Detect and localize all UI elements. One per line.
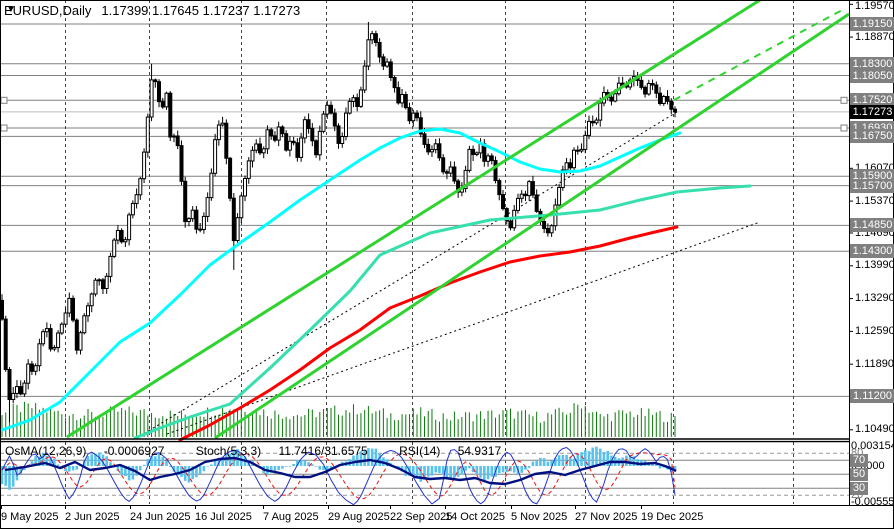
indicator-window-label: OsMA(12,26,9) -0.0006927 Stoch(5,3,3) 11… xyxy=(5,444,529,458)
trendline-channel-lower[interactable] xyxy=(214,12,850,440)
current-price-badge: 1.17273 xyxy=(850,104,894,119)
rsi-name: RSI(14) xyxy=(399,444,441,458)
price-tick-label: 1.19570 xyxy=(855,0,894,12)
stoch-value: 11.7416/31.6575 xyxy=(278,444,368,458)
date-label: 9 May 2025 xyxy=(1,511,59,523)
date-label: 7 Aug 2025 xyxy=(263,511,319,523)
rsi-value: 54.9317 xyxy=(457,444,502,458)
ma-mid-aquamarine[interactable] xyxy=(133,184,752,440)
stoch-k-line[interactable] xyxy=(1,446,676,505)
date-label: 16 Jul 2025 xyxy=(195,511,252,523)
date-label: 27 Nov 2025 xyxy=(575,511,638,523)
osc-level-badge: 50 xyxy=(850,467,868,481)
price-level-badge: 1.17520 xyxy=(850,93,894,108)
price-level-badge: 1.19150 xyxy=(850,17,894,31)
date-label: 22 Sep 2025 xyxy=(390,511,453,523)
date-label: 24 Jun 2025 xyxy=(130,511,191,523)
rsi-line[interactable] xyxy=(4,456,677,486)
trendline-internal-1[interactable] xyxy=(139,111,678,437)
price-tick-label: 1.13290 xyxy=(855,292,894,305)
price-level-badge: 1.18050 xyxy=(850,68,894,83)
price-tick-label: 1.15370 xyxy=(855,194,894,207)
candlestick-layer xyxy=(0,21,677,423)
chart-menu-icon[interactable]: ▼ xyxy=(6,4,16,15)
trendline-channel-upper[interactable] xyxy=(66,0,761,439)
ma-slow-red[interactable] xyxy=(178,225,679,442)
date-label: 14 Oct 2025 xyxy=(445,511,505,523)
price-level-badge: 1.14300 xyxy=(850,244,894,259)
date-label: 5 Nov 2025 xyxy=(511,511,568,523)
osma-histogram xyxy=(0,446,677,490)
price-level-badge: 1.16750 xyxy=(850,129,894,144)
osc-level-badge: 30 xyxy=(850,481,868,495)
trendline-internal-2[interactable] xyxy=(166,221,761,435)
oscillator-levels xyxy=(0,452,849,496)
price-level-badge: 1.11200 xyxy=(850,389,894,404)
price-tick-label: 1.18870 xyxy=(855,30,894,43)
price-tick-label: 1.11890 xyxy=(855,357,894,370)
price-tick-label: 1.13990 xyxy=(855,259,894,272)
ohlc-quotes-label: 1.17399 1.17645 1.17237 1.17273 xyxy=(101,3,301,18)
osma-name: OsMA(12,26,9) xyxy=(5,444,87,458)
price-tick-label: 1.12590 xyxy=(855,324,894,337)
osc-max-label: 0.003154 xyxy=(851,440,894,452)
price-tick-label: 1.10490 xyxy=(855,423,894,436)
trendline-projection-dashed[interactable] xyxy=(673,7,847,101)
price-level-badge: 1.18300 xyxy=(850,56,894,71)
selection-handles[interactable] xyxy=(0,96,848,132)
date-label: 29 Aug 2025 xyxy=(328,511,390,523)
volume-layer xyxy=(1,401,676,437)
ma-fast-cyan[interactable] xyxy=(0,127,682,432)
price-level-badge: 1.15700 xyxy=(850,178,894,193)
stoch-d-line[interactable] xyxy=(1,452,676,500)
symbol-period-label: EURUSD,Daily xyxy=(4,3,92,18)
osma-value: -0.0006927 xyxy=(103,444,165,458)
date-label: 19 Dec 2025 xyxy=(641,511,704,523)
date-label: 2 Jun 2025 xyxy=(65,511,120,523)
chart-title: EURUSD,Daily 1.17399 1.17645 1.17237 1.17… xyxy=(4,3,300,18)
stoch-name: Stoch(5,3,3) xyxy=(195,444,262,458)
price-level-badge: 1.14850 xyxy=(850,218,894,233)
osc-level-badge: 70 xyxy=(850,453,868,467)
period-separators xyxy=(65,0,794,504)
